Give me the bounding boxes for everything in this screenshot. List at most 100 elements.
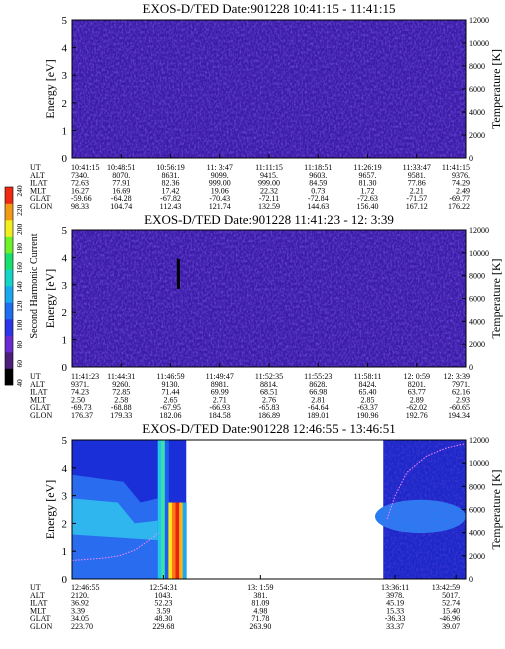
temperature-trace: [386, 443, 467, 519]
footer-value: 15.40: [442, 606, 460, 615]
footer-value: 71.44: [162, 388, 180, 397]
footer-value: 2.21: [410, 186, 424, 195]
colorbar-swatch: [5, 302, 13, 320]
footer-value: -72.11: [259, 194, 279, 203]
footer-value: 81.30: [359, 179, 377, 188]
y-tick-label: 3: [62, 491, 68, 503]
footer-value: 16.69: [112, 186, 130, 195]
y-tick-label: 4: [62, 252, 68, 264]
y-axis-label: Energy [eV]: [43, 480, 57, 539]
y-axis-label: Energy [eV]: [43, 59, 57, 118]
colorbar-tick-label: 180: [15, 243, 24, 255]
colorbar-tick-label: 40: [15, 379, 24, 387]
footer-value: 2120.: [71, 591, 89, 600]
footer-value: 9376.: [452, 171, 470, 180]
footer-value: 190.96: [357, 411, 379, 420]
data-segment-2: [374, 440, 467, 579]
y2-axis-label: Temperature [K]: [489, 258, 503, 338]
colorbar-swatch: [5, 269, 13, 287]
colorbar-swatch: [5, 335, 13, 353]
segment-stripe: [182, 502, 187, 579]
segment-stripe: [164, 440, 169, 579]
footer-value: 5017.: [442, 591, 460, 600]
footer-value: 33.37: [386, 622, 404, 631]
footer-value: 66.98: [309, 388, 327, 397]
footer-row-label: GLAT: [30, 194, 51, 203]
y-tick-label: 0: [62, 153, 68, 165]
footer-value: -64.64: [308, 403, 329, 412]
temperature-trace: [71, 532, 160, 561]
footer-value: 52.74: [442, 599, 460, 608]
y2-tick-label: 6000: [469, 295, 485, 304]
footer-value: 13:42:59: [432, 583, 460, 592]
footer-value: -66.93: [209, 403, 230, 412]
footer-value: 112.43: [160, 202, 182, 211]
footer-value: 9603.: [309, 171, 327, 180]
footer-value: 182.06: [160, 411, 182, 420]
footer-value: -65.83: [259, 403, 280, 412]
y2-tick-label: 8000: [469, 272, 485, 281]
footer-value: 81.09: [251, 599, 269, 608]
footer-value: 12:54:31: [149, 583, 177, 592]
footer-value: 11:11:15: [255, 163, 283, 172]
footer-value: 8070.: [112, 171, 130, 180]
footer-value: -62.02: [406, 403, 427, 412]
colorbar: 40 60 80 100 120 140 160 180 200 220 240 Second Har…: [4, 185, 40, 387]
footer-row-label: MLT: [30, 395, 46, 404]
footer-value: 2.76: [262, 395, 276, 404]
footer-value: -67.95: [160, 403, 181, 412]
footer-value: 9415.: [260, 171, 278, 180]
colorbar-swatch: [5, 286, 13, 303]
footer-value: -72.63: [357, 194, 378, 203]
y-tick-label: 2: [62, 307, 68, 319]
footer-value: 34.05: [71, 614, 89, 623]
footer-value: 186.89: [258, 411, 280, 420]
footer-value: 45.19: [386, 599, 404, 608]
footer-value: -60.65: [449, 403, 470, 412]
spectrogram-noise-overlay: [72, 20, 466, 158]
colorbar-tick-label: 160: [15, 262, 24, 274]
footer-value: 8631.: [162, 171, 180, 180]
y2-tick-label: 0: [469, 363, 473, 372]
footer-value: 74.29: [452, 179, 470, 188]
footer-value: 16.27: [71, 186, 89, 195]
footer-value: 189.01: [307, 411, 329, 420]
segment-stripe: [161, 440, 166, 579]
footer-row-label: ILAT: [30, 599, 47, 608]
footer-value: 10:41:15: [71, 163, 99, 172]
footer-value: -46.96: [439, 614, 460, 623]
panel-title: EXOS-D/TED Date:901228 10:41:15 - 11:41:…: [143, 1, 396, 16]
footer-value: 156.40: [357, 202, 379, 211]
footer-value: 999.00: [258, 179, 280, 188]
footer-value: 2.49: [456, 186, 470, 195]
segment-stripe: [175, 502, 180, 579]
footer-value: -63.37: [357, 403, 378, 412]
segment-stripe: [179, 502, 184, 579]
y2-tick-label: 2000: [469, 552, 485, 561]
y2-tick-label: 2000: [469, 340, 485, 349]
footer-value: 1043.: [154, 591, 172, 600]
colorbar-tick-label: 140: [15, 281, 24, 293]
footer-value: -68.88: [111, 403, 132, 412]
footer-value: 11:52:35: [255, 372, 283, 381]
footer-value: 98.33: [71, 202, 89, 211]
footer-value: 48.30: [154, 614, 172, 623]
footer-value: 2.58: [114, 395, 128, 404]
y2-tick-label: 2000: [469, 131, 485, 140]
footer-value: 9260.: [112, 380, 130, 389]
footer-row-label: ILAT: [30, 388, 47, 397]
segment-band-cyan: [72, 498, 158, 541]
footer-value: 999.00: [209, 179, 231, 188]
colorbar-tick-label: 120: [15, 300, 24, 312]
footer-value: 74.23: [71, 388, 89, 397]
y-tick-label: 5: [62, 435, 68, 447]
footer-value: 2.89: [410, 395, 424, 404]
colorbar-tick-label: 100: [15, 320, 24, 332]
colorbar-tick-label: 240: [15, 185, 24, 197]
colorbar-swatch: [5, 203, 13, 221]
footer-value: 144.63: [307, 202, 329, 211]
y2-tick-label: 0: [469, 575, 473, 584]
footer-value: -59.66: [71, 194, 92, 203]
y-tick-label: 5: [62, 15, 68, 27]
